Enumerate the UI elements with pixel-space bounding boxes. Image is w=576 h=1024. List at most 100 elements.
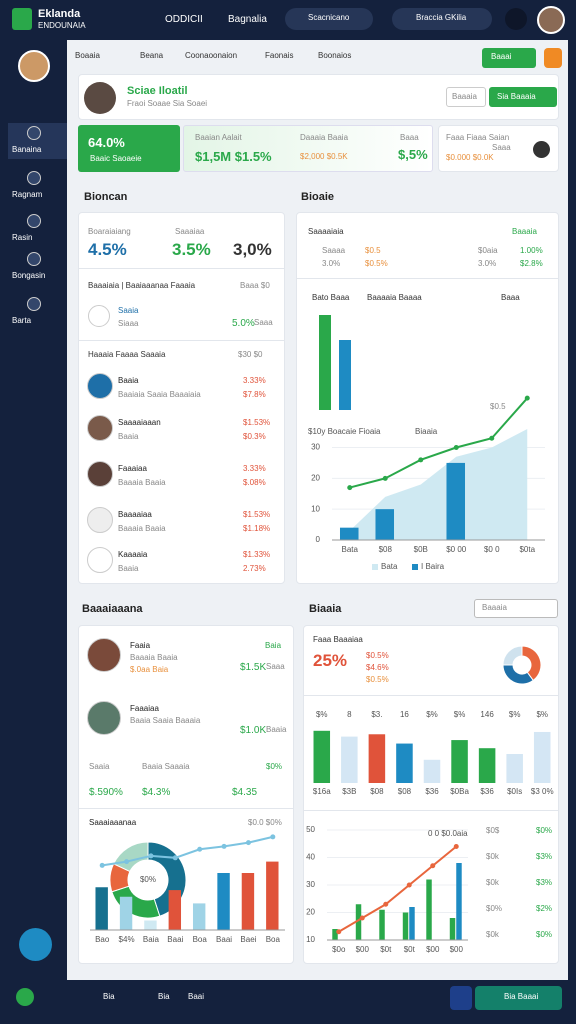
cell: $0.5% <box>365 259 388 268</box>
bar <box>449 918 456 940</box>
button[interactable] <box>446 87 486 107</box>
line <box>102 835 274 867</box>
dropdown[interactable] <box>474 599 558 618</box>
chart-note: 0 0 $0.0aia <box>428 829 468 838</box>
bar-label: 146 <box>480 710 494 719</box>
person-sub: Baaaia Baaia <box>118 478 166 487</box>
kpi-value: 64.0% <box>88 135 125 150</box>
person-value: $1.33% <box>243 550 271 559</box>
item-note: Saaa <box>254 318 273 327</box>
x-tick-label: $16a <box>313 787 331 796</box>
primary-button[interactable] <box>489 87 557 107</box>
bottom-item: Bia <box>103 992 115 1001</box>
kpi-value: $2,000 $0.5K <box>300 152 348 161</box>
alert-button[interactable] <box>544 48 562 68</box>
bar <box>168 890 182 930</box>
stat-label: $0% <box>266 762 283 771</box>
panel-title: Biaaia <box>309 603 342 615</box>
cell: Saaaa <box>322 246 346 255</box>
legend-entry: Bato Baaa <box>312 293 350 302</box>
pie-slice <box>502 645 523 666</box>
list-value: $0% <box>536 930 553 939</box>
kpi-card <box>183 125 433 172</box>
divider <box>303 810 559 811</box>
sidebar-icon <box>27 171 41 185</box>
logo <box>12 8 32 30</box>
icon-button[interactable] <box>450 986 472 1010</box>
sidebar-item: Rasin <box>12 233 33 242</box>
x-tick-label: Bata <box>342 545 359 554</box>
divider <box>78 808 294 809</box>
icon-button[interactable] <box>505 8 527 30</box>
person-avatar <box>87 507 113 533</box>
x-tick-label: $0 00 <box>446 545 467 554</box>
person-avatar <box>87 547 113 573</box>
bar <box>266 861 279 930</box>
profile-subtitle: Fraoi Soaae Sia Soaei <box>127 99 208 108</box>
bottom-button[interactable] <box>475 986 562 1010</box>
x-tick-label: $0ta <box>519 545 535 554</box>
person-sub: Baaaia Baaia <box>118 524 166 533</box>
person-value: 3.33% <box>243 464 266 473</box>
account-box[interactable] <box>392 8 492 30</box>
bar <box>119 896 133 930</box>
icon-button[interactable] <box>533 141 550 158</box>
person-avatar <box>87 373 113 399</box>
x-tick-label: $00 <box>356 945 370 954</box>
cell: 3.0% <box>478 259 497 268</box>
bar <box>533 731 551 783</box>
person-name: Baaaaiaa <box>118 510 152 519</box>
cell: $2.8% <box>520 259 543 268</box>
sidebar-avatar <box>18 50 50 82</box>
kpi-value: 25% <box>313 651 348 670</box>
center-label: $0% <box>140 875 156 884</box>
list-label: $0k <box>486 852 499 861</box>
person-name: Baaia <box>118 376 139 385</box>
bar <box>379 909 385 940</box>
bar <box>451 740 468 783</box>
y-tick-label: 30 <box>306 880 315 889</box>
profile-name: Sciae Iloatil <box>127 85 188 97</box>
y-tick-label: 50 <box>306 825 315 834</box>
kpi-note: Saaa <box>492 143 511 152</box>
user-avatar[interactable] <box>537 6 565 34</box>
person-avatar <box>87 638 121 672</box>
kpi-label: Faaa Baaaiaa <box>313 635 363 644</box>
point <box>99 862 105 868</box>
tab: Boonaios <box>318 51 352 60</box>
legend-entry: Bata <box>381 562 398 571</box>
item-value: 5.0% <box>232 318 255 329</box>
list-label: $0k <box>486 930 499 939</box>
button-text: Baaai <box>491 52 512 61</box>
person-sub: Baaaia Baaia <box>130 653 178 662</box>
bar-label: $% <box>316 710 328 719</box>
list-value: $2% <box>536 904 553 913</box>
person-name: Kaaaaia <box>118 550 148 559</box>
x-tick-label: $36 <box>425 787 439 796</box>
person-value: 3.33% <box>243 376 266 385</box>
search-box[interactable] <box>285 8 373 30</box>
fab-button[interactable] <box>19 928 52 961</box>
bar <box>355 904 362 940</box>
kpi-note: Baaa <box>400 133 419 142</box>
sidebar-item: Bongasin <box>12 271 46 280</box>
logo-text: ENDOUNAIA <box>38 21 86 30</box>
kpi-title: Daaaia Baaia <box>300 133 349 142</box>
x-tick-label: $0t <box>380 945 392 954</box>
action-button[interactable] <box>482 48 536 68</box>
list-label: $0k <box>486 878 499 887</box>
tab: Beana <box>140 51 164 60</box>
x-tick-label: Baei <box>240 935 256 944</box>
point <box>383 901 389 907</box>
cell: 1.00% <box>520 246 543 255</box>
x-tick-label: $08 <box>398 787 412 796</box>
button-text: Sia Baaaia <box>497 92 536 101</box>
chart-note: $0.5 <box>490 402 506 411</box>
bottom-item: Bia <box>158 992 170 1001</box>
menu-item: Bagnalia <box>228 14 267 25</box>
y-tick-label: 20 <box>311 473 320 482</box>
point <box>453 445 459 450</box>
tab: Faonais <box>265 51 294 60</box>
person-value: $1.53% <box>243 418 271 427</box>
x-tick-label: Baai <box>216 935 232 944</box>
